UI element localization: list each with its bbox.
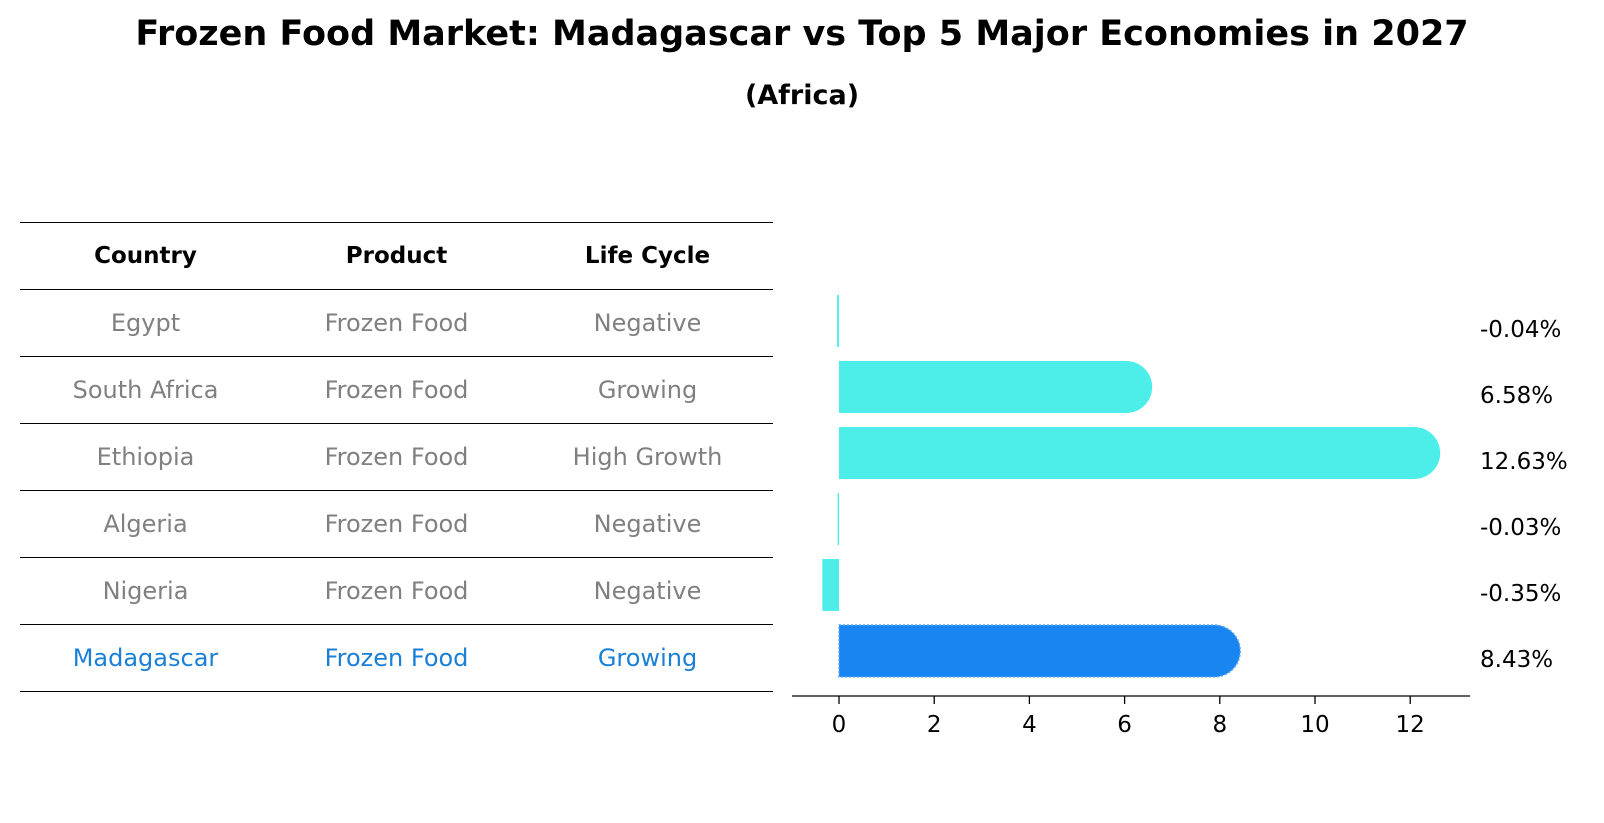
- cell-product: Frozen Food: [324, 376, 469, 404]
- x-tick-label: 4: [1022, 712, 1037, 738]
- data-label: 12.63%: [1480, 449, 1568, 475]
- cell-life-cycle: Growing: [597, 376, 698, 404]
- table-row-highlight: Madagascar Frozen Food Growing: [20, 624, 773, 692]
- cell-product: Frozen Food: [324, 309, 469, 337]
- data-label: -0.03%: [1480, 515, 1561, 541]
- bar-ethiopia: [839, 427, 1441, 479]
- table-row: Ethiopia Frozen Food High Growth: [20, 423, 773, 490]
- x-tick-label: 0: [832, 712, 847, 738]
- table-row: Egypt Frozen Food Negative: [20, 289, 773, 356]
- bar-nigeria: [822, 559, 839, 611]
- table-row: South Africa Frozen Food Growing: [20, 356, 773, 423]
- cell-product: Frozen Food: [324, 510, 469, 538]
- cell-life-cycle: High Growth: [572, 443, 723, 471]
- bar-south-africa: [839, 361, 1153, 413]
- cell-life-cycle: Negative: [593, 510, 702, 538]
- table-row: Algeria Frozen Food Negative: [20, 490, 773, 557]
- x-tick-label: 6: [1117, 712, 1132, 738]
- cell-country: Nigeria: [102, 577, 189, 605]
- chart-title: Frozen Food Market: Madagascar vs Top 5 …: [135, 14, 1469, 54]
- x-tick-label: 12: [1396, 712, 1425, 738]
- data-table: Country Product Life Cycle Egypt Frozen …: [20, 222, 773, 692]
- data-label: -0.04%: [1480, 317, 1561, 343]
- header-life-cycle: Life Cycle: [584, 243, 711, 269]
- cell-country: Algeria: [103, 510, 188, 538]
- data-label: 8.43%: [1480, 647, 1553, 673]
- data-label: 6.58%: [1480, 383, 1553, 409]
- x-tick-label: 2: [927, 712, 942, 738]
- cell-country: Egypt: [110, 309, 181, 337]
- cell-country: South Africa: [72, 376, 219, 404]
- cell-country: Madagascar: [72, 644, 219, 672]
- chart-subtitle: (Africa): [744, 80, 860, 111]
- bar-algeria: [837, 493, 839, 545]
- cell-life-cycle: Growing: [597, 644, 698, 672]
- table-row: Nigeria Frozen Food Negative: [20, 557, 773, 624]
- cell-product: Frozen Food: [324, 644, 469, 672]
- x-tick-label: 10: [1300, 712, 1329, 738]
- cell-product: Frozen Food: [324, 443, 469, 471]
- cell-life-cycle: Negative: [593, 577, 702, 605]
- cell-country: Ethiopia: [96, 443, 195, 471]
- bar-egypt: [837, 295, 839, 347]
- data-label: -0.35%: [1480, 581, 1561, 607]
- table-header-row: Country Product Life Cycle: [20, 222, 773, 289]
- cell-life-cycle: Negative: [593, 309, 702, 337]
- cell-product: Frozen Food: [324, 577, 469, 605]
- header-country: Country: [94, 243, 197, 269]
- x-tick-label: 8: [1212, 712, 1227, 738]
- bar-madagascar: [838, 624, 1242, 678]
- header-product: Product: [345, 243, 448, 269]
